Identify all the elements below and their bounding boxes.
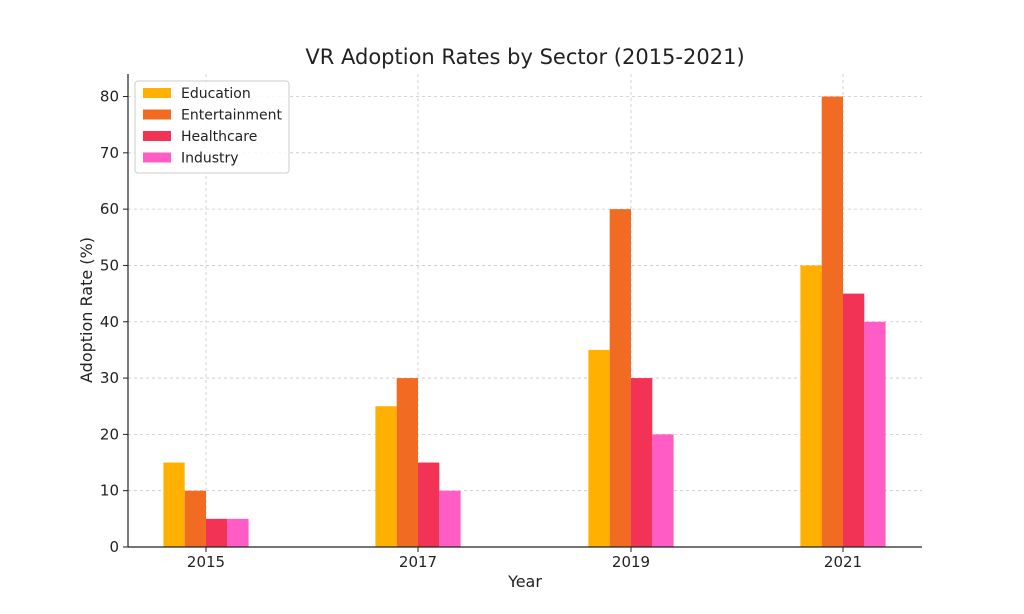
legend-swatch-education [143,88,171,98]
y-tick-label: 80 [100,88,119,106]
x-axis-title: Year [507,572,542,591]
y-tick-label: 30 [100,369,119,387]
y-tick-label: 60 [100,200,119,218]
legend-swatch-healthcare [143,131,171,141]
bar-healthcare-2017 [418,462,440,547]
legend-swatch-entertainment [143,109,171,120]
bar-entertainment-2015 [184,490,206,547]
bar-industry-2015 [227,518,249,547]
legend-label-education: Education [181,86,251,102]
legend-swatch-industry [143,152,171,163]
bar-industry-2021 [864,321,886,547]
bar-industry-2019 [652,434,674,547]
bar-healthcare-2021 [843,293,865,547]
bar-entertainment-2019 [609,209,631,547]
bar-entertainment-2017 [396,378,418,547]
bar-education-2019 [588,349,610,547]
bars [163,96,886,548]
y-tick-label: 70 [100,144,119,162]
bar-healthcare-2019 [631,378,653,547]
y-axis-title: Adoption Rate (%) [77,237,96,383]
legend-label-entertainment: Entertainment [181,108,283,124]
chart-title: VR Adoption Rates by Sector (2015-2021) [305,45,744,69]
bar-education-2021 [800,265,822,547]
bar-industry-2017 [439,490,461,547]
tick-labels: 0 10 20 30 40 50 60 70 80 2015 2017 2019 2021 [100,88,862,571]
y-tick-label: 50 [100,256,119,274]
bar-education-2017 [375,406,397,547]
y-tick-label: 40 [100,313,119,331]
legend-label-industry: Industry [181,151,239,167]
x-tick-label: 2017 [399,553,437,571]
x-tick-label: 2019 [612,553,650,571]
y-tick-label: 10 [100,482,119,500]
bar-education-2015 [163,462,185,547]
bar-entertainment-2021 [821,96,843,548]
legend-box [134,80,290,174]
axes [123,74,922,552]
bar-healthcare-2015 [206,518,228,547]
legend: Education Entertainment Healthcare Industry [134,80,290,174]
x-tick-label: 2015 [187,553,225,571]
y-tick-label: 0 [109,538,119,556]
y-tick-label: 20 [100,425,119,443]
x-tick-label: 2021 [824,553,862,571]
legend-label-healthcare: Healthcare [181,129,257,145]
